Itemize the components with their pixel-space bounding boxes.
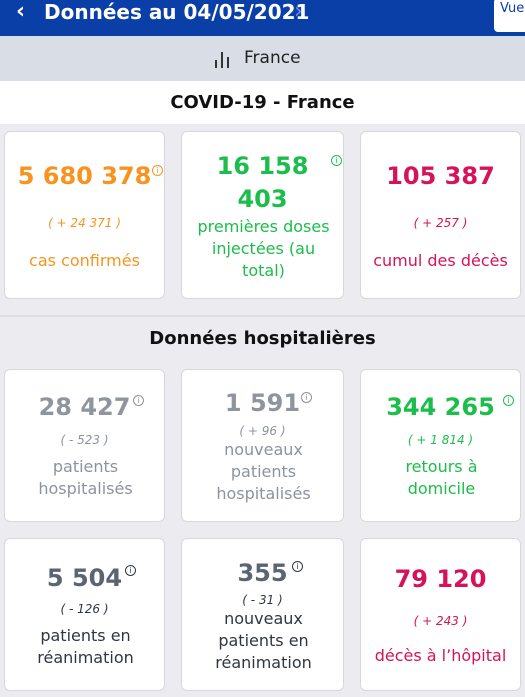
info-icon[interactable]: i <box>133 395 144 406</box>
cumulative-deaths-value: 105 387 <box>386 162 495 190</box>
covid-section-title: COVID-19 - France <box>170 92 355 113</box>
new-icu-value: 355 <box>237 559 288 587</box>
page-title: Données au 04/05/2021 <box>44 0 310 24</box>
icu-patients-value: 5 504 <box>46 564 123 592</box>
icu-patients-label: patients en réanimation <box>37 626 134 667</box>
section-divider <box>0 315 525 317</box>
cumulative-deaths-label: cumul des décès <box>373 251 508 270</box>
chevron-left-icon[interactable]: ‹ <box>16 0 26 24</box>
first-doses-label: premières doses injectées (au total) <box>197 217 330 280</box>
info-icon[interactable]: i <box>125 565 136 576</box>
card-confirmed-cases[interactable]: 5 680 378 ( + 24 371 ) cas confirmés i <box>4 131 165 299</box>
info-icon[interactable]: i <box>292 561 303 572</box>
first-doses-value-line1: 16 158 <box>216 152 309 180</box>
view-button[interactable]: Vue <box>494 0 525 32</box>
card-first-doses[interactable]: 16 158 403 premières doses injectées (au… <box>181 131 344 299</box>
new-hospitalized-delta: ( + 96 ) <box>239 424 286 438</box>
icu-patients-delta: ( - 126 ) <box>60 602 109 616</box>
top-bar: ‹ Données au 04/05/2021 › Vue <box>0 0 525 36</box>
hospitalized-value: 28 427 <box>38 393 131 421</box>
new-hospitalized-label: nouveaux patients hospitalisés <box>216 440 311 503</box>
cumulative-deaths-delta: ( + 257 ) <box>413 216 468 230</box>
card-hospital-deaths[interactable]: 79 120 ( + 243 ) décès à l’hôpital <box>360 538 521 691</box>
hospitalized-delta: ( - 523 ) <box>60 433 109 447</box>
first-doses-value-line2: 403 <box>237 185 288 213</box>
hospital-deaths-label: décès à l’hôpital <box>374 646 507 665</box>
new-icu-label: nouveaux patients en réanimation <box>215 609 312 672</box>
card-icu-patients[interactable]: 5 504 ( - 126 ) patients en réanimation … <box>4 538 165 691</box>
hospitalized-label: patients hospitalisés <box>38 457 133 498</box>
bar-chart-icon <box>213 50 231 68</box>
covid-header-band <box>0 81 525 124</box>
confirmed-cases-label: cas confirmés <box>29 251 140 270</box>
region-selector[interactable]: France <box>0 36 525 81</box>
region-label: France <box>244 48 301 68</box>
card-cumulative-deaths[interactable]: 105 387 ( + 257 ) cumul des décès <box>360 131 521 299</box>
confirmed-cases-delta: ( + 24 371 ) <box>48 216 121 230</box>
card-new-icu[interactable]: 355 ( - 31 ) nouveaux patients en réanim… <box>181 538 344 691</box>
info-icon[interactable]: i <box>503 395 514 406</box>
hospital-section-title: Données hospitalières <box>149 328 376 349</box>
confirmed-cases-value: 5 680 378 <box>17 162 152 190</box>
returns-home-label: retours à domicile <box>405 457 478 498</box>
returns-home-delta: ( + 1 814 ) <box>407 433 474 447</box>
info-icon[interactable]: i <box>152 165 163 176</box>
new-hospitalized-value: 1 591 <box>224 389 301 417</box>
chevron-right-icon[interactable]: › <box>294 0 303 24</box>
card-hospitalized-patients[interactable]: 28 427 ( - 523 ) patients hospitalisés i <box>4 369 165 522</box>
info-icon[interactable]: i <box>301 392 312 403</box>
hospital-deaths-value: 79 120 <box>394 565 487 593</box>
card-new-hospitalized[interactable]: 1 591 ( + 96 ) nouveaux patients hospita… <box>181 369 344 522</box>
hospital-deaths-delta: ( + 243 ) <box>413 614 468 628</box>
card-returns-home[interactable]: 344 265 ( + 1 814 ) retours à domicile i <box>360 369 521 522</box>
info-icon[interactable]: i <box>331 155 342 166</box>
returns-home-value: 344 265 <box>386 393 495 421</box>
new-icu-delta: ( - 31 ) <box>242 593 283 607</box>
